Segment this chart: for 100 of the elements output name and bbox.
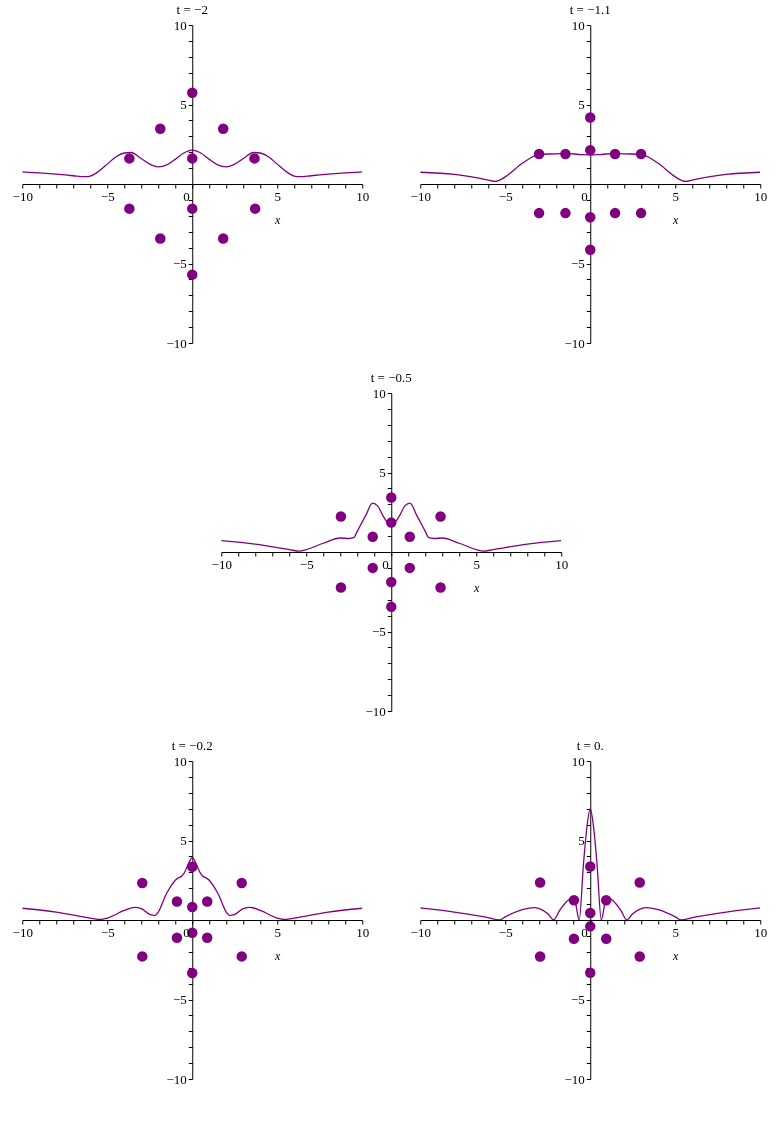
x-tick-label: 0 <box>382 556 389 572</box>
point <box>187 269 198 280</box>
y-tick-label: −5 <box>570 256 585 271</box>
point <box>585 244 596 256</box>
x-tick-label: 5 <box>672 924 679 940</box>
point <box>634 951 645 962</box>
point <box>634 877 645 888</box>
point <box>609 148 621 160</box>
point <box>187 901 198 913</box>
point <box>404 562 416 574</box>
y-tick-label: −10 <box>564 335 585 351</box>
y-tick-label: −5 <box>371 624 386 639</box>
line-series <box>420 808 761 921</box>
x-tick-label: 5 <box>274 924 281 940</box>
x-tick-label: −5 <box>100 924 115 940</box>
point <box>201 896 213 907</box>
chart-title: t = −0.5 <box>370 370 412 385</box>
line-series <box>22 856 363 921</box>
y-tick-label: −10 <box>166 1071 187 1087</box>
y-tick-label: 5 <box>379 465 386 480</box>
point <box>435 511 446 522</box>
chart-title: t = −2 <box>176 2 208 17</box>
point <box>155 233 166 244</box>
y-tick-label: 5 <box>578 833 585 848</box>
y-tick-label: −10 <box>166 335 187 351</box>
x-axis-title: x <box>672 948 680 963</box>
point <box>560 207 571 219</box>
x-axis-title: x <box>274 212 282 227</box>
x-tick-label: 0 <box>183 188 190 204</box>
y-tick-label: 5 <box>578 97 585 112</box>
point <box>367 562 378 574</box>
point <box>404 531 416 542</box>
point <box>435 582 446 593</box>
point <box>609 207 621 219</box>
point <box>568 933 580 944</box>
x-tick-label: −10 <box>211 556 232 572</box>
x-tick-label: −10 <box>410 924 431 940</box>
point <box>600 895 612 906</box>
x-tick-label: 10 <box>754 188 768 204</box>
y-tick-label: 10 <box>173 17 187 33</box>
x-tick-label: 0 <box>581 924 588 940</box>
x-tick-label: 5 <box>672 188 679 204</box>
point <box>137 951 148 962</box>
point <box>217 123 229 135</box>
point <box>386 601 397 613</box>
point <box>201 932 213 944</box>
point <box>249 203 261 214</box>
point <box>560 148 571 160</box>
point <box>367 531 378 542</box>
x-axis-title: x <box>274 948 282 963</box>
y-tick-label: 10 <box>571 17 585 33</box>
x-tick-label: −5 <box>100 188 115 204</box>
point <box>386 492 397 503</box>
point <box>533 207 545 219</box>
point <box>534 877 546 888</box>
point <box>335 511 347 522</box>
point <box>249 153 260 164</box>
point <box>386 517 397 528</box>
y-tick-label: 5 <box>180 833 187 848</box>
x-tick-label: −10 <box>410 188 431 204</box>
point <box>534 951 546 962</box>
x-tick-label: −10 <box>12 188 33 204</box>
point <box>635 148 647 160</box>
chart-title: t = −1.1 <box>569 2 611 17</box>
x-tick-label: −5 <box>299 556 314 572</box>
y-tick-label: 10 <box>173 753 187 769</box>
x-tick-label: −5 <box>498 188 513 204</box>
chart-title: t = −0.2 <box>171 738 213 753</box>
point <box>137 877 148 889</box>
x-axis-title: x <box>672 212 680 227</box>
point <box>585 212 596 223</box>
point <box>124 153 135 164</box>
point <box>187 153 198 164</box>
point <box>171 932 183 944</box>
x-tick-label: 5 <box>473 556 480 572</box>
y-tick-label: −5 <box>570 992 585 1007</box>
point <box>568 895 580 906</box>
x-tick-label: 10 <box>754 924 768 940</box>
y-tick-label: 10 <box>571 753 585 769</box>
point <box>585 861 596 872</box>
x-tick-label: 10 <box>356 924 370 940</box>
y-tick-label: 5 <box>180 97 187 112</box>
line-series <box>22 149 363 178</box>
point <box>585 907 596 919</box>
point <box>533 148 545 160</box>
x-tick-label: 0 <box>581 188 588 204</box>
chart-title: t = 0. <box>576 738 604 753</box>
point <box>171 896 183 907</box>
point <box>585 112 596 123</box>
y-tick-label: −5 <box>172 992 187 1007</box>
point <box>187 87 198 98</box>
point <box>236 877 247 889</box>
x-tick-label: 5 <box>274 188 281 204</box>
x-axis-title: x <box>473 580 481 595</box>
point <box>585 144 596 156</box>
y-tick-label: −10 <box>365 703 386 719</box>
y-tick-label: 10 <box>372 385 386 401</box>
y-tick-label: −10 <box>564 1071 585 1087</box>
point <box>187 203 198 214</box>
x-tick-label: 10 <box>356 188 370 204</box>
